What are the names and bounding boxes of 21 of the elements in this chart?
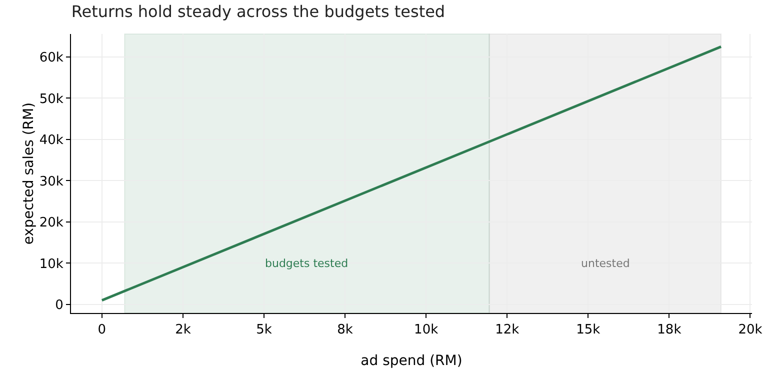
y-tick-label: 60k [39,50,64,66]
x-tick-label: 20k [738,322,763,338]
y-tick-label: 40k [39,133,64,148]
chart-title: Returns hold steady across the budgets tested [71,2,446,21]
x-tick-label: 10k [414,322,439,338]
x-tick-label: 12k [495,322,520,338]
x-axis-title: ad spend (RM) [360,353,462,369]
x-tick-label: 15k [576,322,601,338]
y-tick-label: 0 [55,298,64,313]
x-tick-label: 5k [256,322,272,338]
x-tick-label: 2k [175,322,192,338]
y-axis-title: expected sales (RM) [21,102,37,245]
y-tick-label: 50k [39,92,64,107]
x-tick-label: 0 [98,322,106,338]
y-tick-label: 30k [39,174,64,190]
x-tick-label: 8k [337,322,354,338]
y-tick-label: 20k [39,216,64,231]
band-label: untested [581,257,630,270]
y-tick-label: 10k [39,256,64,272]
band-label: budgets tested [265,257,348,270]
x-tick-label: 18k [657,322,682,338]
